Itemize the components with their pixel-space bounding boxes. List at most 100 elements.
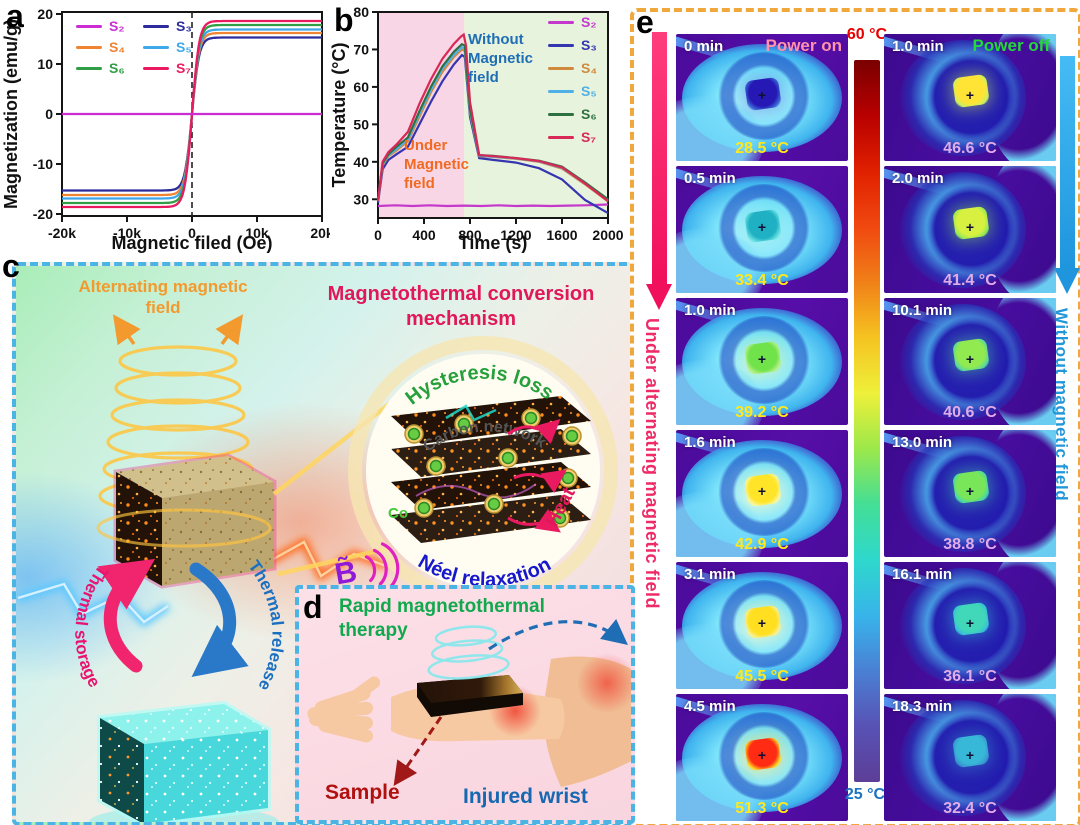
crosshair-marker: +	[757, 350, 767, 367]
panel-label-b: b	[334, 2, 354, 38]
x-tick-b: 0	[374, 227, 382, 243]
x-tick-b: 400	[412, 227, 436, 243]
legend-label: S₄	[581, 60, 598, 76]
legend-label: S₆	[581, 106, 597, 122]
time-label: 4.5 min	[684, 698, 736, 715]
crosshair-marker: +	[757, 746, 767, 763]
temp-label: 39.2 °C	[735, 404, 789, 421]
panel-e-thermal-images: e Under alternating magnetic field +0 mi…	[630, 4, 1080, 825]
thermal-image-left-0: +0 min 28.5 °C Power on	[676, 34, 848, 161]
thermal-image-left-4: +3.1 min 45.5 °C	[676, 562, 848, 689]
x-tick-b: 1600	[546, 227, 577, 243]
red-lightning	[266, 536, 388, 582]
thermal-image-left-2: +1.0 min 39.2 °C	[676, 298, 848, 425]
y-tick-a: 10	[37, 56, 53, 72]
temp-label: 42.9 °C	[735, 536, 789, 553]
temp-label: 33.4 °C	[735, 272, 789, 289]
legend-item-S₇: S₇	[548, 129, 597, 145]
induction-coil	[427, 625, 510, 680]
cobalt-label: Co	[388, 505, 408, 522]
temp-label: 40.6 °C	[943, 404, 997, 421]
magnetization-chart: -20 -10 0 10 20 -20k -10k 0 10k 20k Magnetic filed…	[1, 6, 334, 253]
y-tick-b: 60	[353, 79, 369, 95]
hand-fingers	[307, 676, 381, 743]
legend-item-S₆: S₆	[76, 60, 125, 76]
panel-b-temperature-chart: 30 40 50 60 70 80 0 400 800 1200 1600 2000 Under Magn…	[329, 0, 632, 255]
legend-line	[76, 24, 102, 28]
heat-arrows	[507, 418, 567, 533]
temp-label: 38.8 °C	[943, 536, 997, 553]
mechanism-title: Magnetothermal conversion mechanism	[327, 283, 595, 330]
legend-b: S₂ S₃ S₄ S₅ S₆ S₇	[548, 14, 597, 145]
legend-line	[143, 45, 170, 49]
plot-frame-b	[377, 11, 609, 219]
legend-item-S₅: S₅	[548, 83, 597, 99]
colorbar-min-label: 25 °C	[844, 786, 886, 803]
legend-label: S₇	[581, 129, 596, 145]
legend-item-S₂: S₂	[76, 18, 125, 34]
y-tick-b: 80	[353, 4, 369, 20]
legend-item-S₇: S₇	[143, 60, 192, 76]
sample-label: Sample	[325, 781, 400, 804]
under-field-annotation: Under Magnetic field	[404, 137, 469, 192]
x-tick-a: -20k	[48, 225, 76, 241]
thermal-image-left-3: +1.6 min 42.9 °C	[676, 430, 848, 557]
legend-line	[548, 43, 574, 47]
legend-a: S₂ S₃ S₄ S₅ S₆ S₇	[76, 18, 192, 76]
panel-label-d: d	[303, 589, 323, 625]
time-label: 10.1 min	[892, 302, 953, 319]
y-axis-label-b: Temperature (°C)	[330, 43, 349, 188]
temp-label: 41.4 °C	[943, 272, 997, 289]
sample-slab	[417, 675, 523, 717]
x-tick-b: 800	[458, 227, 482, 243]
x-tick-b: 2000	[592, 227, 623, 243]
x-tick-a: -10k	[113, 225, 141, 241]
legend-label: S₃	[176, 18, 192, 34]
legend-line	[143, 24, 170, 28]
temp-label: 32.4 °C	[943, 800, 997, 817]
under-field-vertical-label: Under alternating magnetic field	[642, 318, 662, 610]
crosshair-marker: +	[757, 614, 767, 631]
time-label: 3.1 min	[684, 566, 736, 583]
time-label: 2.0 min	[892, 170, 944, 187]
thermal-storage-arrow	[97, 558, 156, 673]
legend-line	[548, 112, 574, 116]
power-off-time-arrow	[1054, 56, 1080, 294]
y-tick-a: 0	[45, 106, 53, 122]
without-field-annotation: Without Magnetic field	[468, 31, 533, 86]
temp-label: 28.5 °C	[735, 140, 789, 157]
thermal-release-label: Thermal release	[245, 557, 288, 694]
time-label: 16.1 min	[892, 566, 953, 583]
thermal-column-left: +0 min 28.5 °C Power on +0.5 min 33.4 °C +1.0…	[676, 34, 848, 821]
legend-label: S₂	[581, 14, 597, 30]
time-label: 0.5 min	[684, 170, 736, 187]
curve-S₂	[377, 203, 609, 208]
legend-label: S₆	[109, 60, 125, 76]
legend-item-S₆: S₆	[548, 106, 597, 122]
temp-label: 51.3 °C	[735, 800, 789, 817]
legend-line	[548, 66, 574, 70]
legend-line	[548, 89, 574, 93]
panel-label-a: a	[6, 0, 24, 34]
crosshair-marker: +	[965, 482, 975, 499]
y-tick-b: 30	[353, 191, 369, 207]
thermal-column-right: +1.0 min 46.6 °C Power off +2.0 min 41.4 °C +…	[884, 34, 1056, 821]
legend-label: S₂	[109, 18, 125, 34]
y-tick-b: 50	[353, 116, 369, 132]
temp-label: 45.5 °C	[735, 668, 789, 685]
x-tick-a: 20k	[310, 225, 330, 241]
thermal-image-left-1: +0.5 min 33.4 °C	[676, 166, 848, 293]
legend-label: S₄	[109, 39, 126, 55]
x-tick-a: 10k	[245, 225, 269, 241]
injured-wrist-label: Injured wrist	[463, 785, 588, 808]
field-direction-arrows	[112, 314, 244, 346]
thermal-image-right-2: +10.1 min 40.6 °C	[884, 298, 1056, 425]
legend-label: S₅	[581, 83, 597, 99]
temperature-colorbar	[854, 60, 880, 782]
thermal-image-right-0: +1.0 min 46.6 °C Power off	[884, 34, 1056, 161]
crosshair-marker: +	[965, 614, 975, 631]
panel-label-e: e	[636, 4, 654, 40]
legend-item-S₄: S₄	[76, 39, 125, 55]
